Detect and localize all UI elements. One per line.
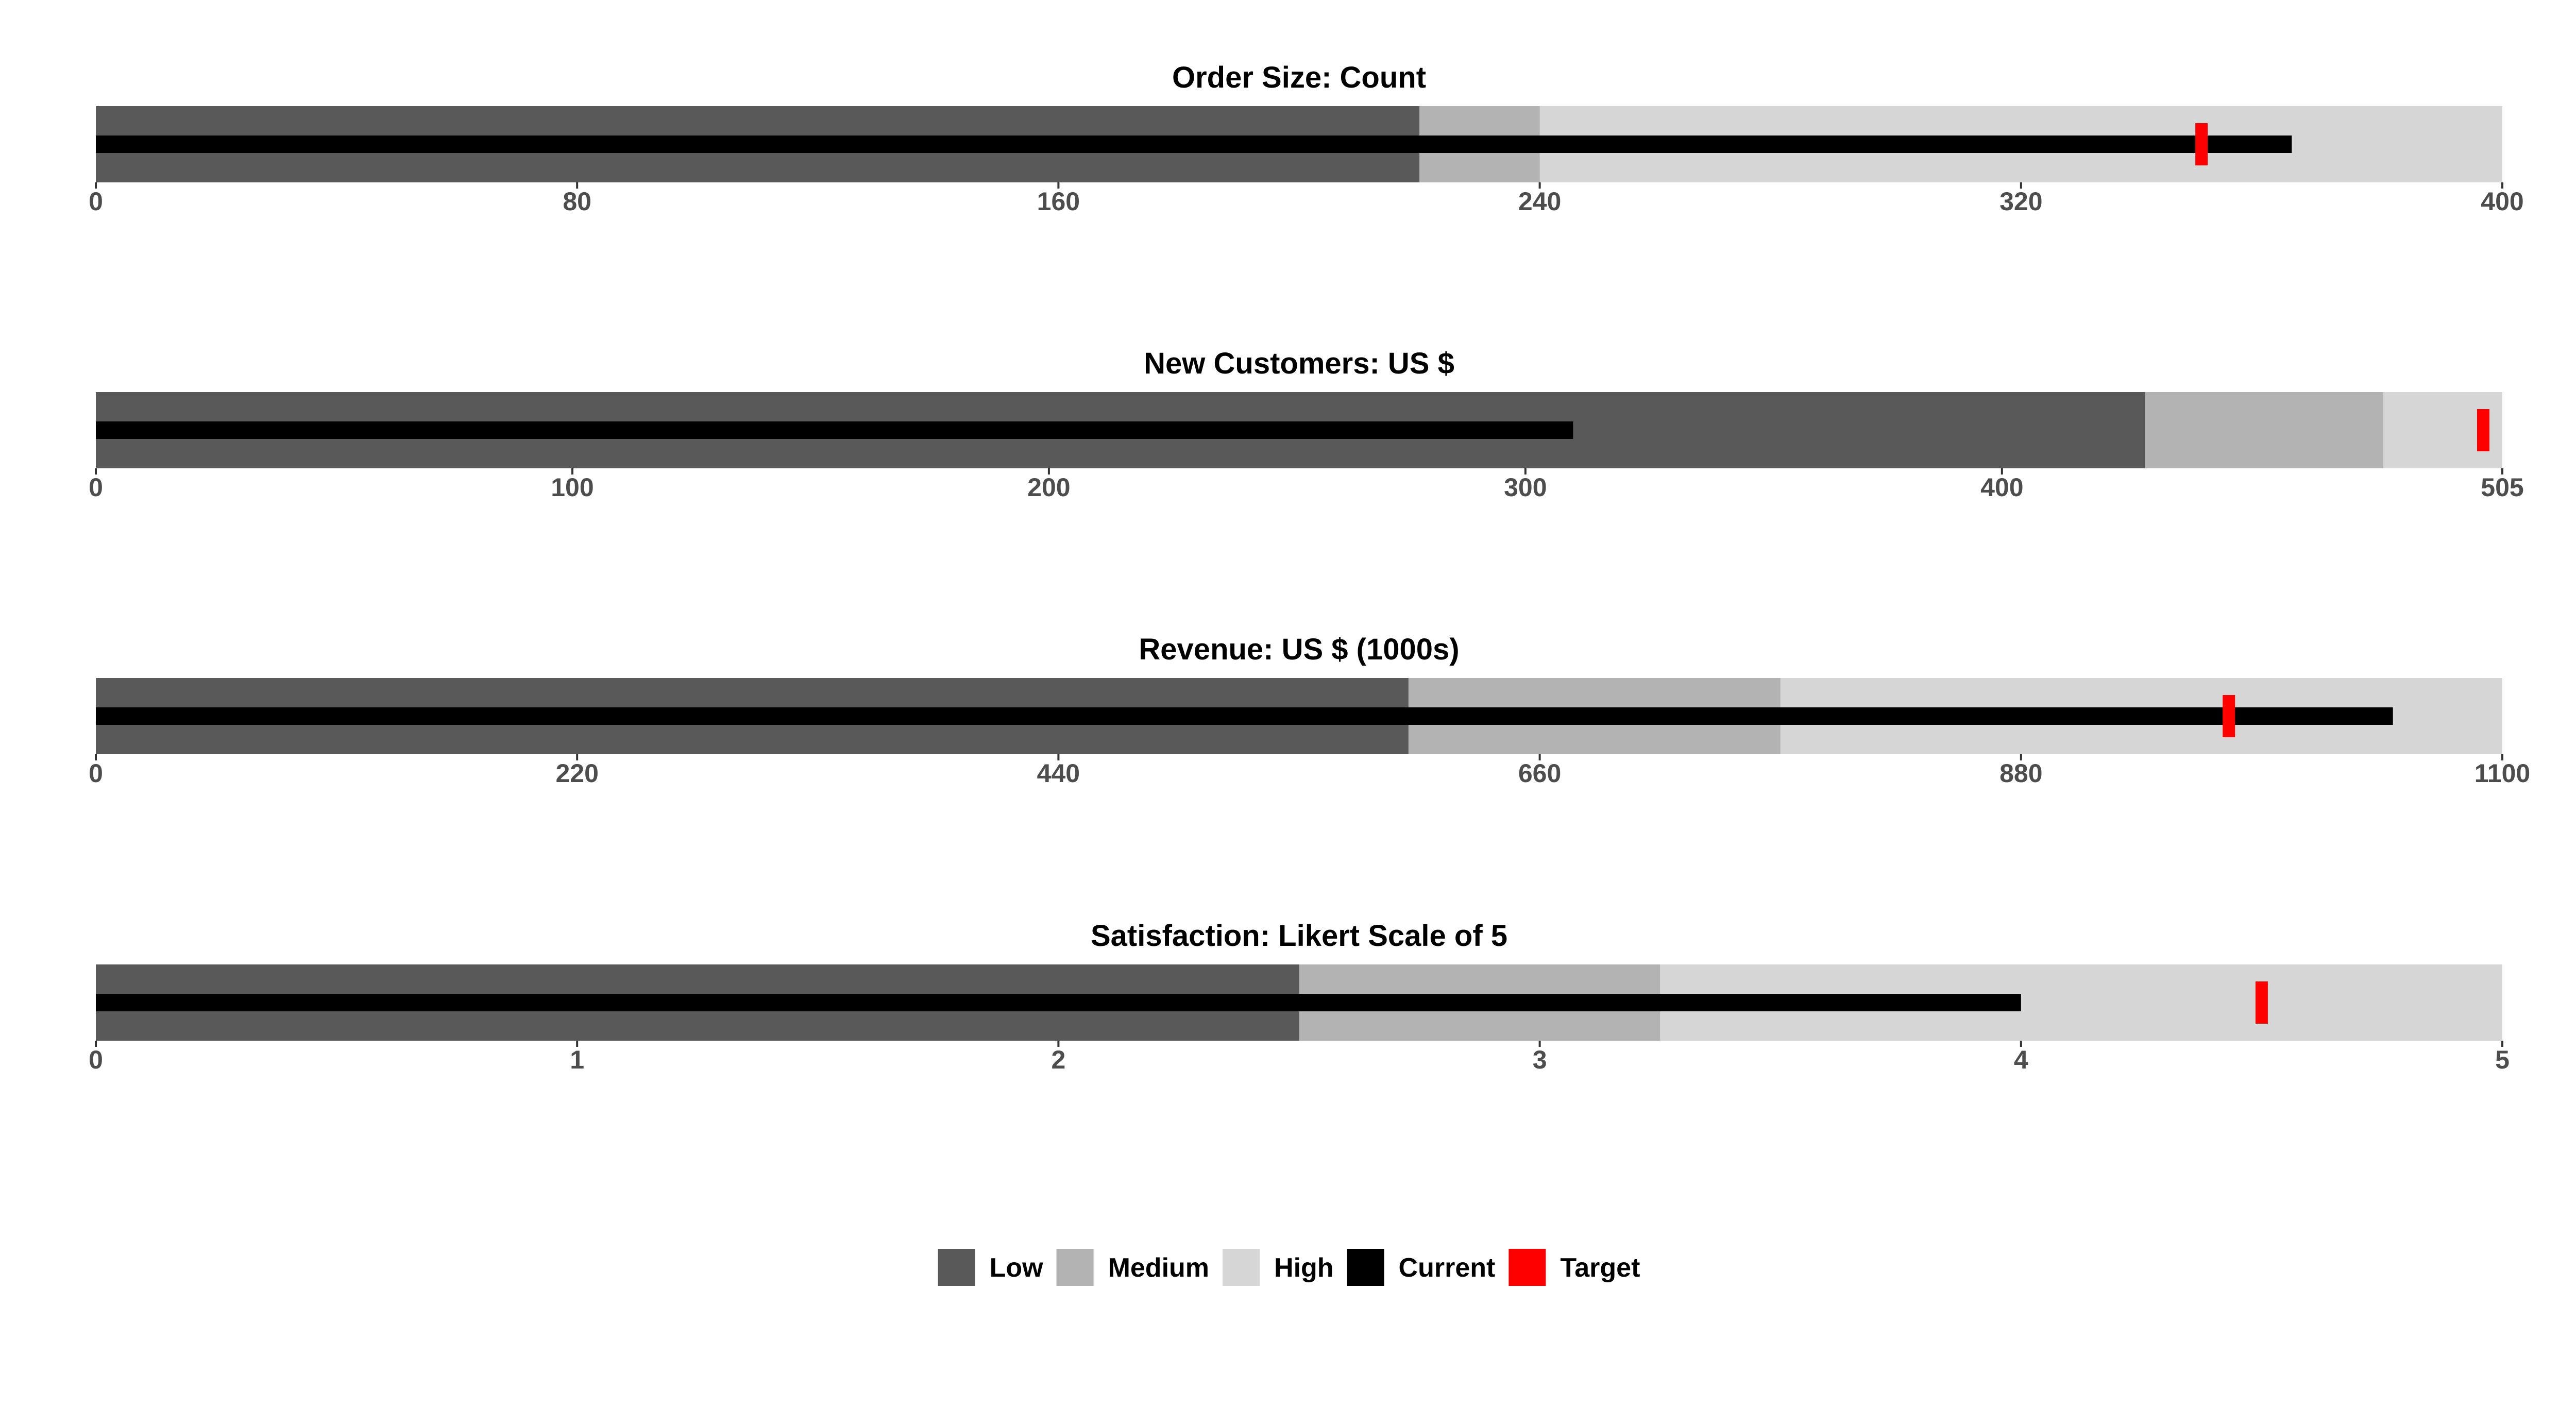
tick-label: 3 bbox=[1533, 1045, 1547, 1074]
tick-label: 880 bbox=[1999, 759, 2042, 788]
panel-title: Satisfaction: Likert Scale of 5 bbox=[1091, 919, 1507, 953]
tick-label: 240 bbox=[1518, 187, 1561, 216]
tick-label: 100 bbox=[551, 473, 594, 502]
tick-label: 5 bbox=[2495, 1045, 2510, 1074]
current-bar bbox=[96, 707, 2393, 725]
tick-label: 1100 bbox=[2475, 759, 2530, 788]
tick-label: 320 bbox=[1999, 187, 2042, 216]
tick-label: 440 bbox=[1037, 759, 1080, 788]
target-marker bbox=[2255, 981, 2268, 1024]
panel-title: Order Size: Count bbox=[1172, 61, 1426, 94]
legend-swatch-current bbox=[1347, 1249, 1384, 1286]
legend-swatch-target bbox=[1509, 1249, 1546, 1286]
tick-label: 0 bbox=[89, 759, 103, 788]
tick-label: 660 bbox=[1518, 759, 1561, 788]
tick-label: 400 bbox=[1980, 473, 2023, 502]
legend-label-high: High bbox=[1274, 1253, 1334, 1283]
panel-title: New Customers: US $ bbox=[1144, 347, 1454, 380]
legend-label-medium: Medium bbox=[1108, 1253, 1209, 1283]
tick-label: 400 bbox=[2481, 187, 2523, 216]
legend-label-low: Low bbox=[990, 1253, 1044, 1283]
legend-swatch-low bbox=[938, 1249, 975, 1286]
legend-label-target: Target bbox=[1560, 1253, 1640, 1283]
legend-swatch-high bbox=[1223, 1249, 1260, 1286]
current-bar bbox=[96, 135, 2292, 153]
tick-label: 200 bbox=[1027, 473, 1070, 502]
legend-swatch-medium bbox=[1056, 1249, 1094, 1286]
tick-label: 220 bbox=[555, 759, 598, 788]
tick-label: 0 bbox=[89, 1045, 103, 1074]
legend-label-current: Current bbox=[1399, 1253, 1496, 1283]
tick-label: 80 bbox=[563, 187, 591, 216]
panel-title: Revenue: US $ (1000s) bbox=[1139, 633, 1459, 666]
current-bar bbox=[96, 994, 2021, 1011]
tick-label: 0 bbox=[89, 473, 103, 502]
tick-label: 1 bbox=[570, 1045, 584, 1074]
target-marker bbox=[2223, 695, 2235, 737]
current-bar bbox=[96, 421, 1573, 439]
tick-label: 0 bbox=[89, 187, 103, 216]
tick-label: 2 bbox=[1051, 1045, 1065, 1074]
target-marker bbox=[2477, 409, 2490, 451]
tick-label: 160 bbox=[1037, 187, 1080, 216]
tick-label: 300 bbox=[1504, 473, 1547, 502]
tick-label: 4 bbox=[2014, 1045, 2028, 1074]
tick-label: 505 bbox=[2481, 473, 2523, 502]
target-marker bbox=[2195, 123, 2208, 165]
